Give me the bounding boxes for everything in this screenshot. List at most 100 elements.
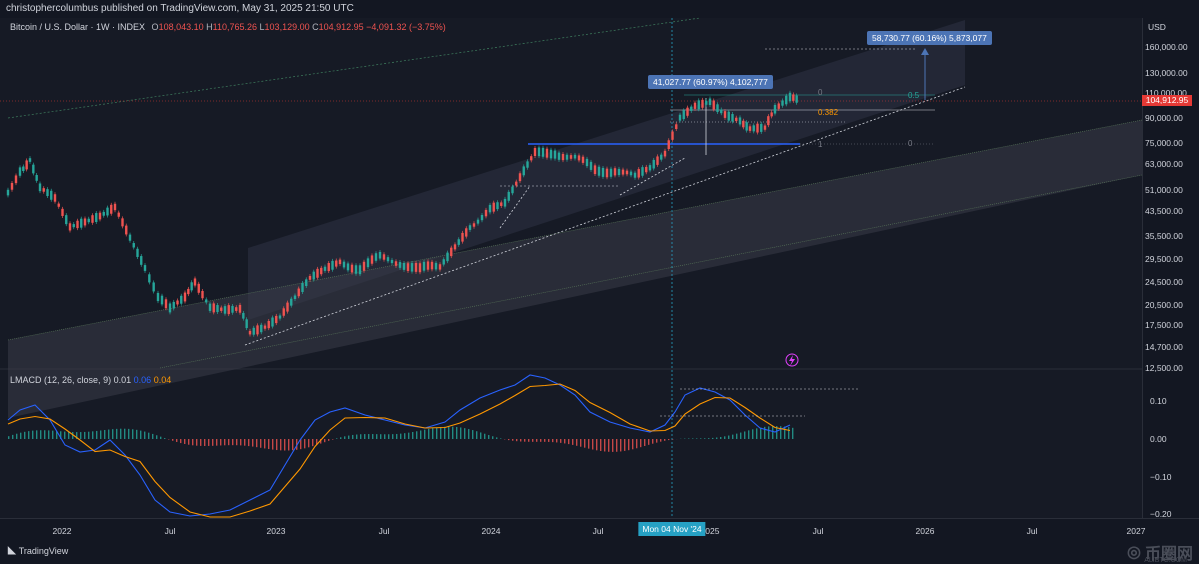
macd-histogram-bar [576, 439, 577, 446]
macd-histogram-bar [336, 438, 337, 439]
candle-body [118, 213, 120, 217]
price-tick-label: 20,500.00 [1145, 300, 1183, 310]
candle-body [656, 156, 658, 164]
macd-histogram-bar [792, 428, 793, 439]
range-annotation-mid[interactable]: 41,027.77 (60.97%) 4,102,777 [648, 75, 773, 89]
candle-body [335, 261, 337, 267]
macd-histogram-bar [392, 434, 393, 439]
candle-body [526, 161, 528, 167]
macd-histogram-bar [200, 439, 201, 446]
candle-body [686, 108, 688, 116]
price-tick-label: 160,000.00 [1145, 42, 1188, 52]
candle-body [458, 239, 460, 245]
macd-histogram-bar [228, 439, 229, 445]
macd-histogram-bar [720, 437, 721, 439]
macd-histogram-bar [180, 439, 181, 443]
candle-body [645, 167, 647, 172]
macd-legend: LMACD (12, 26, close, 9) 0.01 0.06 0.04 [10, 375, 171, 385]
candle-body [95, 213, 97, 222]
time-tick-label: Jul [165, 526, 176, 536]
candle-body [301, 283, 303, 292]
candle-body [176, 301, 178, 305]
symbol-title[interactable]: Bitcoin / U.S. Dollar · 1W · INDEX [10, 22, 145, 32]
candle-body [795, 95, 797, 102]
candle-body [103, 212, 105, 216]
candle-body [749, 126, 751, 131]
candle-body [558, 153, 560, 160]
macd-histogram-bar [560, 439, 561, 443]
candle-body [626, 171, 628, 175]
tradingview-logo[interactable]: ◣ TradingView [8, 545, 68, 556]
candle-body [235, 307, 237, 311]
candle-body [25, 160, 27, 169]
macd-histogram-bar [124, 429, 125, 439]
candle-body [228, 305, 230, 314]
fib-label-0-right: 0 [908, 139, 912, 148]
macd-histogram-bar [752, 429, 753, 439]
macd-histogram-bar [568, 439, 569, 444]
candle-body [496, 202, 498, 209]
candle-body [290, 299, 292, 306]
macd-histogram-bar [708, 438, 709, 439]
macd-histogram-bar [396, 434, 397, 439]
price-tick-label: 75,000.00 [1145, 138, 1183, 148]
macd-histogram-bar [544, 439, 545, 442]
price-tick-label: 12,500.00 [1145, 363, 1183, 373]
candle-body [465, 228, 467, 236]
time-tick-label: 2024 [482, 526, 501, 536]
macd-histogram-bar [456, 427, 457, 439]
candle-body [664, 151, 666, 157]
macd-histogram-bar [276, 439, 277, 450]
macd-histogram-bar [176, 439, 177, 442]
candle-body [756, 124, 758, 133]
macd-histogram-bar [380, 434, 381, 439]
candle-body [481, 215, 483, 220]
candle-body [504, 199, 506, 207]
range-annotation-top[interactable]: 58,730.77 (60.16%) 5,873,077 [867, 31, 992, 45]
candle-body [690, 107, 692, 111]
candle-body [638, 169, 640, 177]
candle-body [253, 328, 255, 335]
candle-body [298, 289, 300, 297]
candle-body [618, 169, 620, 175]
candle-body [454, 244, 456, 249]
macd-histogram-bar [140, 431, 141, 439]
macd-histogram-bar [508, 439, 509, 440]
candle-body [493, 203, 495, 212]
macd-histogram-bar [164, 438, 165, 439]
macd-histogram-bar [500, 438, 501, 439]
macd-tick-label: −0.10 [1150, 472, 1172, 482]
candle-body [260, 325, 262, 332]
candle-body [489, 205, 491, 212]
candle-body [606, 169, 608, 178]
candle-body [256, 325, 258, 334]
macd-histogram-bar [668, 439, 669, 440]
candle-body [500, 202, 502, 206]
macd-histogram-bar [216, 439, 217, 446]
candle-body [110, 205, 112, 214]
candle-body [22, 166, 24, 171]
macd-histogram-bar [712, 438, 713, 439]
macd-histogram-bar [548, 439, 549, 442]
macd-histogram-bar [120, 429, 121, 439]
macd-histogram-bar [324, 439, 325, 442]
price-tick-label: 35,500.00 [1145, 231, 1183, 241]
candle-body [713, 101, 715, 110]
candle-body [198, 284, 200, 293]
candle-body [371, 255, 373, 263]
candle-body [224, 306, 226, 314]
candle-body [268, 321, 270, 328]
candle-body [610, 169, 612, 177]
candle-body [80, 219, 82, 228]
macd-histogram-bar [736, 434, 737, 439]
macd-name[interactable]: LMACD [10, 375, 42, 385]
change-value: −4,091.32 (−3.75%) [366, 22, 446, 32]
candle-body [683, 110, 685, 119]
macd-histogram-bar [516, 439, 517, 441]
macd-histogram-bar [84, 432, 85, 439]
candle-body [201, 291, 203, 298]
high-value: 110,765.26 [213, 22, 257, 32]
candle-body [213, 303, 215, 312]
